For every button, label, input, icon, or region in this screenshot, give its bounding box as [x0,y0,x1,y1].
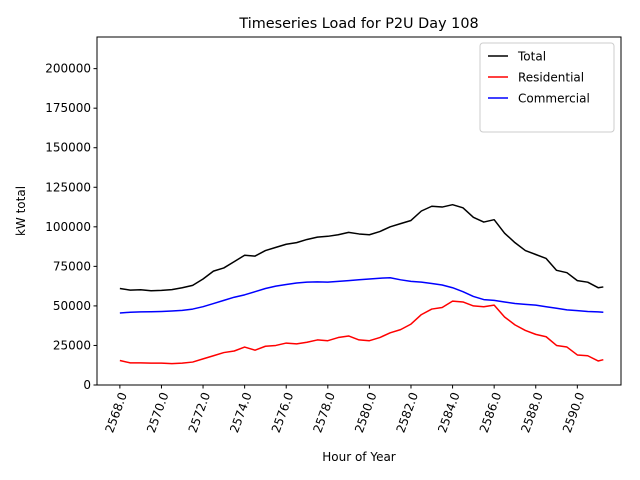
chart-title: Timeseries Load for P2U Day 108 [238,16,478,32]
y-axis: 0 25000 50000 75000 100000 125000 150000 175000… [45,62,97,392]
x-axis-label: Hour of Year [322,450,396,464]
y-axis-label: kW total [14,186,28,236]
y-tick-label: 0 [83,378,91,392]
y-tick-label: 150000 [45,141,91,155]
y-tick-label: 50000 [53,299,91,313]
y-tick-label: 100000 [45,220,91,234]
legend-label-residential: Residential [518,71,584,85]
series-line-commercial [119,277,604,314]
series-line-total [119,203,604,292]
y-tick-label: 175000 [45,101,91,115]
legend-label-commercial: Commercial [518,92,590,106]
legend-label-total: Total [517,50,546,64]
axes-frame [96,36,622,386]
y-tick-label: 75000 [53,259,91,273]
legend-box [479,42,615,133]
legend: Total Residential Commercial [479,42,615,133]
series-line-residential [119,300,604,365]
y-tick-label: 200000 [45,62,91,76]
y-tick-label: 25000 [53,338,91,352]
series-layer [119,203,604,365]
y-tick-label: 125000 [45,180,91,194]
